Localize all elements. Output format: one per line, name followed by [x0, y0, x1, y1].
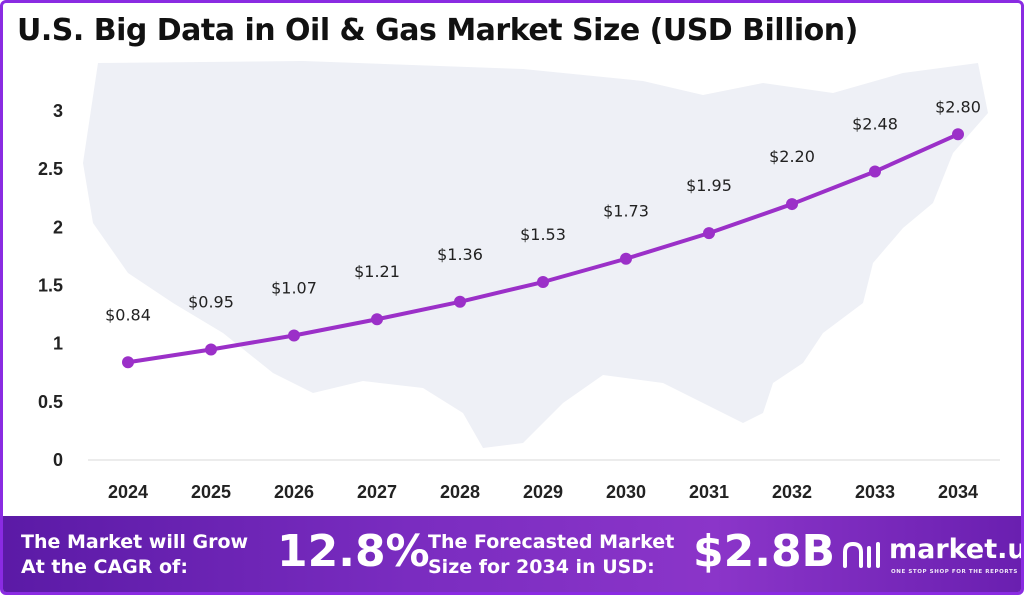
series-line-group [122, 128, 964, 369]
x-tick-label: 2034 [938, 482, 978, 502]
y-tick-label: 3 [53, 101, 63, 121]
data-point [703, 227, 715, 240]
footer-banner: The Market will Grow At the CAGR of: 12.… [3, 516, 1021, 592]
data-point [288, 329, 300, 342]
x-tick-label: 2025 [191, 482, 231, 502]
data-label: $2.20 [769, 147, 815, 166]
market-us-logo-icon [843, 541, 880, 568]
data-point [620, 252, 632, 265]
data-label: $1.95 [686, 176, 732, 195]
data-label: $2.80 [935, 97, 981, 116]
data-point [786, 198, 798, 211]
y-tick-label: 2.5 [38, 159, 63, 179]
data-point [869, 165, 881, 178]
brand-name: market.us [889, 534, 1021, 565]
x-tick-label: 2024 [108, 482, 148, 502]
forecast-text: The Forecasted Market Size for 2034 in U… [428, 531, 675, 578]
y-tick-label: 0.5 [38, 392, 63, 412]
data-point [205, 343, 217, 356]
line-chart: 00.511.522.53 2024 2025 2026 2027 2028 2029 20… [38, 61, 1000, 502]
forecast-value: $2.8B [693, 526, 836, 577]
data-point [537, 276, 549, 289]
y-tick-label: 1.5 [38, 276, 63, 296]
data-label: $1.21 [354, 262, 400, 281]
cagr-value: 12.8% [277, 526, 430, 577]
data-point [454, 295, 466, 308]
y-axis: 0 0.5 1 1.5 2 2.5 3 [38, 101, 63, 470]
x-tick-label: 2029 [523, 482, 563, 502]
data-label: $1.07 [271, 279, 317, 298]
data-label: $2.48 [852, 114, 898, 133]
data-point [952, 128, 964, 141]
x-tick-label: 2030 [606, 482, 646, 502]
y-tick-label: 1 [53, 334, 63, 354]
cagr-text: The Market will Grow At the CAGR of: [21, 531, 249, 578]
x-tick-label: 2031 [689, 482, 729, 502]
data-label-group: $0.84 $0.95 $1.07 $1.21 $1.36 $1.53 $1.73 $1.95… [105, 97, 981, 324]
brand-tagline: ONE STOP SHOP FOR THE REPORTS [891, 569, 1018, 575]
data-label: $1.73 [603, 202, 649, 221]
y-tick-label: 2 [53, 217, 63, 237]
data-label: $0.84 [105, 305, 151, 324]
x-tick-label: 2027 [357, 482, 397, 502]
data-point [371, 313, 383, 326]
x-tick-label: 2032 [772, 482, 812, 502]
x-tick-label: 2028 [440, 482, 480, 502]
x-axis: 2024 2025 2026 2027 2028 2029 2030 2031 2032 2033… [108, 482, 978, 502]
data-label: $1.36 [437, 245, 483, 264]
usa-map-silhouette [83, 61, 988, 448]
y-tick-label: 0 [53, 450, 63, 470]
data-label: $1.53 [520, 225, 566, 244]
data-label: $0.95 [188, 292, 234, 311]
chart-title: U.S. Big Data in Oil & Gas Market Size (… [17, 13, 858, 48]
data-point [122, 356, 134, 369]
x-tick-label: 2033 [855, 482, 895, 502]
x-tick-label: 2026 [274, 482, 314, 502]
